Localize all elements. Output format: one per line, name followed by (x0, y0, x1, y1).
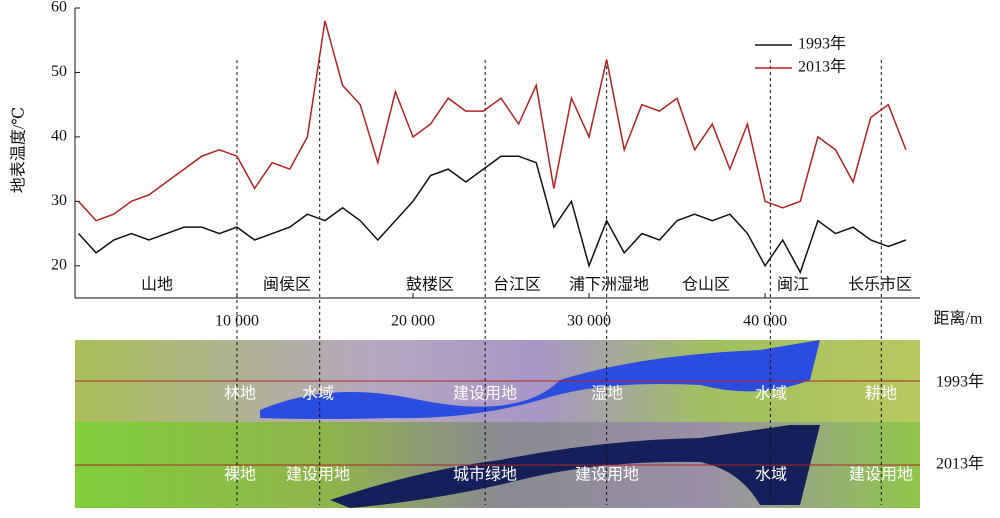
landcover-label: 城市绿地 (453, 466, 517, 484)
data-line (77, 20, 907, 222)
x-tick-label: 20 000 (391, 313, 435, 330)
y-tick-label: 30 (51, 192, 67, 209)
x-axis-label: 距离/m (934, 310, 983, 328)
region-label: 台江区 (493, 276, 541, 294)
x-tick-label: 10 000 (215, 313, 259, 330)
region-label: 闽侯区 (263, 276, 311, 294)
river-2013 (330, 425, 820, 508)
region-label: 鼓楼区 (406, 276, 454, 294)
landcover-label: 水域 (302, 385, 334, 403)
x-tick-label: 40 000 (743, 313, 787, 330)
y-tick-label: 40 (51, 128, 67, 145)
landcover-label: 水域 (755, 385, 787, 403)
y-tick-label: 60 (51, 0, 67, 16)
landcover-label: 水域 (755, 466, 787, 484)
landcover-label: 裸地 (224, 466, 256, 484)
region-label: 山地 (141, 276, 173, 294)
strip-year: 1993年 (936, 373, 984, 391)
region-label: 长乐市区 (848, 276, 912, 294)
landcover-label: 建设用地 (453, 385, 517, 403)
landcover-label: 建设用地 (575, 466, 639, 484)
landcover-label: 湿地 (591, 385, 623, 403)
y-tick-label: 20 (51, 256, 67, 273)
landcover-label: 林地 (224, 385, 256, 403)
satellite-images (75, 340, 920, 508)
landcover-label: 耕地 (865, 385, 897, 403)
y-tick-label: 50 (51, 63, 67, 80)
landcover-label: 建设用地 (286, 466, 350, 484)
data-line (77, 155, 907, 275)
legend-label: 1993年 (798, 35, 846, 53)
legend-label: 2013年 (798, 58, 846, 76)
region-label: 浦下洲湿地 (569, 276, 649, 294)
y-axis-label: 地表温度/℃ (10, 107, 28, 193)
region-label: 闽江 (777, 276, 809, 294)
strip-year: 2013年 (936, 455, 984, 473)
landcover-label: 建设用地 (849, 466, 913, 484)
region-label: 仓山区 (682, 276, 730, 294)
river-1993 (260, 340, 820, 419)
x-tick-label: 30 000 (567, 313, 611, 330)
